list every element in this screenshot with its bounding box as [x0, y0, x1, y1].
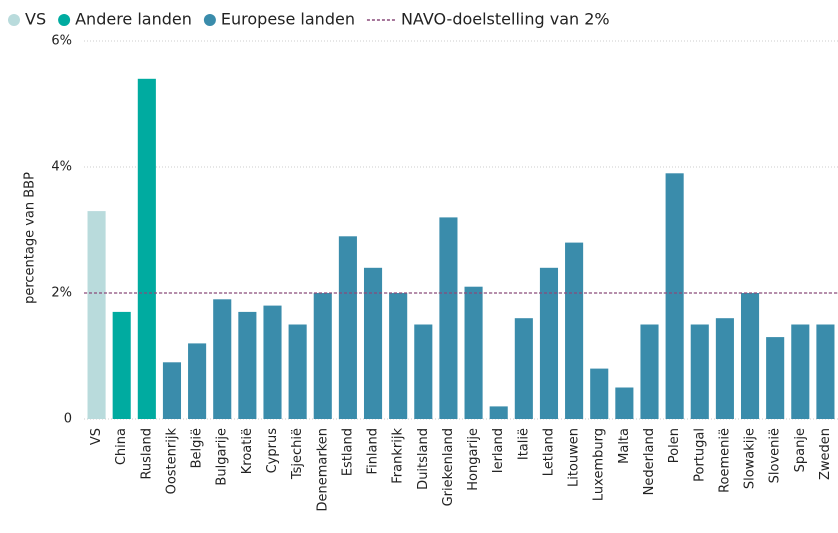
- bar: [137, 78, 156, 420]
- x-tick-label: Polen: [667, 428, 682, 463]
- x-tick-label: Finland: [366, 428, 381, 474]
- bar: [665, 173, 684, 419]
- x-tick-label: Oostenrijk: [164, 428, 179, 495]
- bar: [489, 406, 508, 419]
- y-tick-label: 2%: [51, 286, 72, 301]
- bar: [590, 368, 609, 419]
- bar: [791, 324, 810, 419]
- x-tick-label: Luxemburg: [592, 428, 607, 501]
- x-tick-label: Letland: [541, 428, 556, 476]
- bar: [715, 318, 734, 419]
- bar: [565, 242, 584, 419]
- bar: [740, 293, 760, 419]
- x-tick-label: Rusland: [139, 428, 154, 480]
- bar: [640, 324, 659, 419]
- x-tick-label: Frankrijk: [391, 428, 406, 484]
- x-tick-label: Ierland: [491, 428, 506, 473]
- bar: [514, 318, 533, 419]
- bar: [338, 236, 357, 419]
- bar: [87, 211, 106, 419]
- y-tick-label: 0: [64, 412, 72, 427]
- x-tick-label: België: [190, 428, 205, 468]
- x-tick-label: Nederland: [642, 428, 657, 495]
- bar: [414, 324, 433, 419]
- legend-label: NAVO-doelstelling van 2%: [401, 10, 610, 29]
- bar: [162, 362, 182, 419]
- x-tick-label: Bulgarije: [215, 428, 230, 486]
- x-tick-label: Hongarije: [466, 428, 481, 491]
- bar: [263, 305, 282, 419]
- x-tick-label: Tsjechië: [290, 428, 305, 480]
- bar: [288, 324, 307, 419]
- legend-label: Europese landen: [221, 10, 355, 29]
- x-tick-label: Denemarken: [315, 428, 330, 512]
- x-tick-label: Griekenland: [441, 428, 456, 506]
- bar: [313, 293, 332, 419]
- legend-swatch: [8, 14, 20, 26]
- x-tick-label: Malta: [617, 428, 632, 464]
- legend-label: VS: [25, 10, 46, 29]
- y-axis-label: percentage van BBP: [23, 172, 38, 304]
- x-tick-label: Slowakije: [743, 428, 758, 489]
- x-tick-label: Kroatië: [240, 428, 255, 474]
- y-tick-label: 6%: [51, 34, 72, 49]
- x-tick-label: Estland: [340, 428, 355, 476]
- x-tick-label: Zweden: [818, 428, 833, 480]
- x-tick-label: Duitsland: [416, 428, 431, 490]
- bar: [389, 293, 408, 419]
- bar: [188, 343, 207, 419]
- bar: [766, 337, 785, 419]
- bar: [213, 299, 232, 419]
- bar: [363, 267, 383, 419]
- x-tick-label: Slovenië: [768, 428, 783, 483]
- x-tick-label: VS: [89, 428, 104, 445]
- y-tick-label: 4%: [51, 160, 72, 175]
- bar: [464, 286, 483, 419]
- x-tick-label: Spanje: [793, 428, 808, 472]
- legend-swatch: [58, 14, 71, 26]
- bar: [539, 267, 559, 419]
- x-tick-label: China: [114, 428, 129, 465]
- bar: [439, 217, 458, 419]
- bar: [816, 324, 835, 419]
- bar: [112, 311, 131, 419]
- bar: [238, 311, 257, 419]
- x-tick-label: Roemenië: [717, 428, 732, 493]
- bar: [615, 387, 634, 419]
- x-tick-label: Italië: [516, 428, 531, 460]
- x-tick-label: Litouwen: [567, 428, 582, 487]
- bar: [690, 324, 709, 419]
- legend-swatch: [203, 14, 216, 26]
- legend-label: Andere landen: [75, 10, 192, 29]
- x-tick-label: Portugal: [692, 428, 707, 482]
- x-tick-label: Cyprus: [265, 428, 280, 474]
